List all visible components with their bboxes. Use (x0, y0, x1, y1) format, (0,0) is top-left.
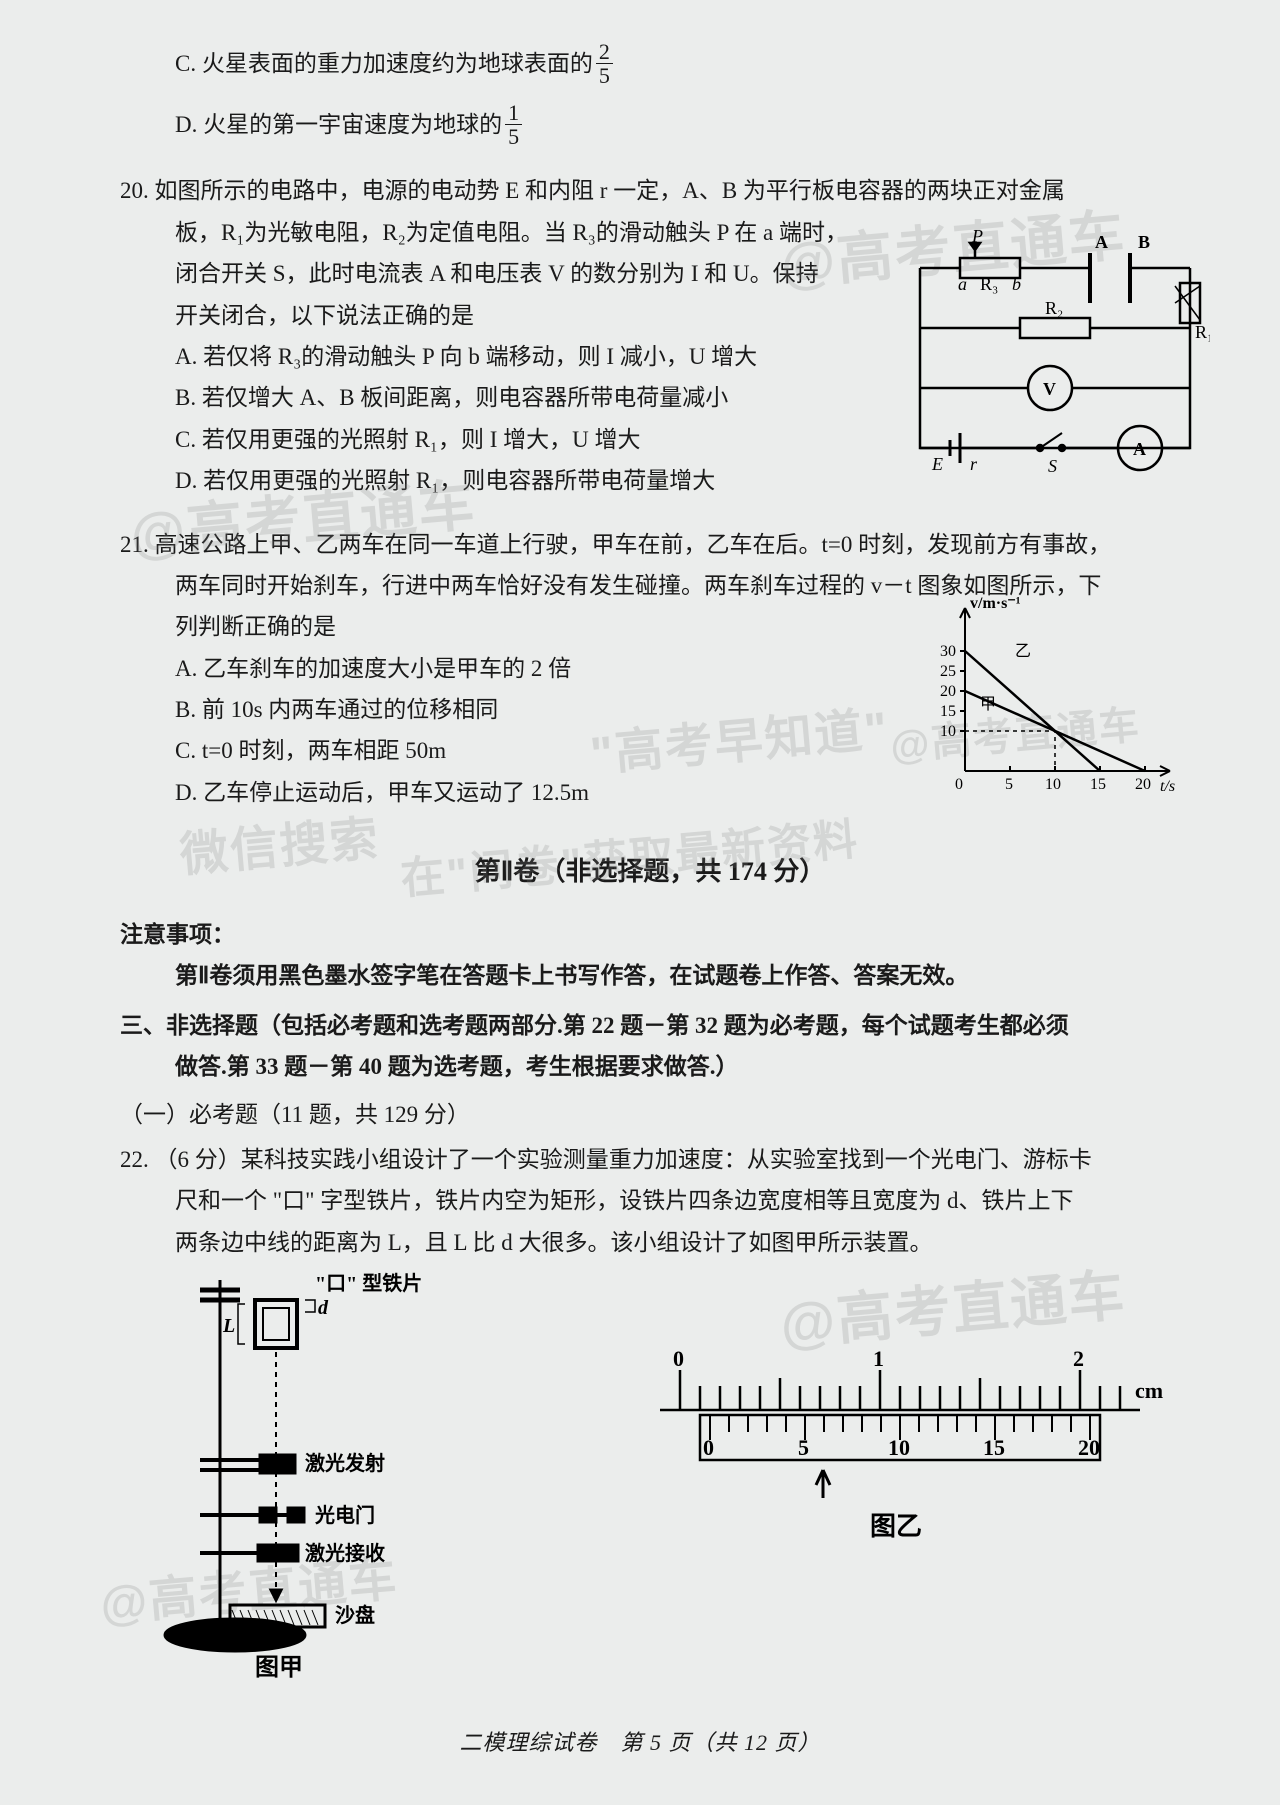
svg-text:沙盘: 沙盘 (335, 1603, 375, 1627)
q19-option-c: C. 火星表面的重力加速度约为地球表面的 2 5 (175, 40, 1180, 87)
svg-text:15: 15 (1090, 776, 1106, 793)
svg-text:S: S (1048, 456, 1057, 476)
svg-text:0: 0 (673, 1346, 684, 1371)
section-three-cont: 做答.第 33 题－第 40 题为选考题，考生根据要求做答.） (175, 1046, 1180, 1087)
svg-text:E: E (931, 454, 943, 474)
svg-text:R₁: R₁ (1195, 322, 1210, 342)
svg-text:10: 10 (888, 1435, 910, 1460)
q20-number: 20. (120, 170, 149, 211)
svg-text:5: 5 (1005, 776, 1013, 793)
svg-text:B: B (1138, 232, 1150, 252)
notice-block: 注意事项： 第Ⅱ卷须用黑色墨水签字笔在答题卡上书写作答，在试题卷上作答、答案无效… (120, 914, 1180, 997)
svg-text:10: 10 (1045, 776, 1061, 793)
svg-text:甲: 甲 (980, 696, 996, 713)
svg-text:15: 15 (983, 1435, 1005, 1460)
svg-text:乙: 乙 (1015, 643, 1031, 660)
svg-text:V: V (1043, 379, 1056, 399)
q19-optc-text: C. 火星表面的重力加速度约为地球表面的 (175, 43, 593, 84)
fraction: 2 5 (596, 40, 613, 87)
svg-text:0: 0 (955, 776, 963, 793)
svg-text:1: 1 (873, 1346, 884, 1371)
q19-optd-text: D. 火星的第一宇宙速度为地球的 (175, 104, 502, 145)
svg-text:A: A (1095, 232, 1108, 252)
vernier-figure: 0 1 2 cm 0 5 10 15 20 图乙 (640, 1340, 1170, 1560)
vt-graph: v/m·s⁻¹ t/s 10 15 20 25 30 5 10 15 20 0 … (920, 596, 1180, 796)
svg-text:L: L (222, 1315, 235, 1337)
svg-text:t/s: t/s (1160, 778, 1175, 795)
svg-text:v/m·s⁻¹: v/m·s⁻¹ (970, 596, 1021, 612)
svg-text:0: 0 (703, 1435, 714, 1460)
q22-stem-2: 尺和一个 "口" 字型铁片，铁片内空为矩形，设铁片四条边宽度相等且宽度为 d、铁… (175, 1180, 1180, 1221)
svg-text:A: A (1133, 439, 1146, 459)
svg-text:25: 25 (940, 663, 956, 680)
svg-text:2: 2 (1073, 1346, 1084, 1371)
section-three-header: 三、非选择题（包括必考题和选考题两部分.第 22 题－第 32 题为必考题，每个… (120, 1005, 1180, 1046)
svg-text:r: r (970, 454, 978, 474)
circuit-diagram: P a b R₃ A B R₂ R₁ V A E r S (900, 228, 1210, 478)
q22-number: 22. (120, 1139, 149, 1180)
q20-stem-3: 闭合开关 S，此时电流表 A 和电压表 V 的数分别为 I 和 U。保持 (175, 253, 845, 294)
svg-text:R₃: R₃ (980, 274, 998, 294)
svg-text:光电门: 光电门 (314, 1503, 375, 1527)
svg-text:"口" 型铁片: "口" 型铁片 (315, 1271, 422, 1295)
svg-text:20: 20 (1135, 776, 1151, 793)
svg-text:d: d (318, 1297, 329, 1319)
page-footer: 二模理综试卷 第 5 页（共 12 页） (0, 1723, 1280, 1763)
svg-text:图乙: 图乙 (870, 1512, 922, 1541)
notice-label: 注意事项： (120, 914, 1180, 955)
svg-text:20: 20 (1078, 1435, 1100, 1460)
fraction: 1 5 (505, 101, 522, 148)
svg-text:激光发射: 激光发射 (305, 1451, 385, 1475)
q21-stem-1: 高速公路上甲、乙两车在同一车道上行驶，甲车在前，乙车在后。t=0 时刻，发现前方… (155, 532, 1112, 557)
notice-text: 第Ⅱ卷须用黑色墨水签字笔在答题卡上书写作答，在试题卷上作答、答案无效。 (175, 955, 1180, 996)
svg-text:15: 15 (940, 703, 956, 720)
section-2-title: 第Ⅱ卷（非选择题，共 174 分） (120, 849, 1180, 896)
subsection-1: （一）必考题（11 题，共 129 分） (120, 1094, 1180, 1135)
svg-text:激光接收: 激光接收 (305, 1541, 385, 1565)
svg-text:30: 30 (940, 643, 956, 660)
apparatus-figure: "口" 型铁片 d L 激光发射 光电门 激光接收 沙盘 图甲 (160, 1260, 460, 1690)
svg-text:cm: cm (1135, 1378, 1163, 1403)
svg-text:10: 10 (940, 723, 956, 740)
q20-stem-1: 如图所示的电路中，电源的电动势 E 和内阻 r 一定，A、B 为平行板电容器的两… (155, 178, 1065, 203)
question-22: 22. （6 分）某科技实践小组设计了一个实验测量重力加速度：从实验室找到一个光… (120, 1139, 1180, 1263)
q22-stem-3: 两条边中线的距离为 L，且 L 比 d 大很多。该小组设计了如图甲所示装置。 (175, 1222, 1180, 1263)
q21-number: 21. (120, 524, 149, 565)
svg-text:b: b (1012, 274, 1021, 294)
svg-text:R₂: R₂ (1045, 298, 1063, 318)
q19-option-d: D. 火星的第一宇宙速度为地球的 1 5 (175, 101, 1180, 148)
q22-stem-1: （6 分）某科技实践小组设计了一个实验测量重力加速度：从实验室找到一个光电门、游… (155, 1147, 1092, 1172)
svg-text:P: P (971, 228, 983, 246)
svg-text:20: 20 (940, 683, 956, 700)
svg-text:图甲: 图甲 (255, 1654, 303, 1681)
svg-text:a: a (958, 274, 967, 294)
svg-text:5: 5 (798, 1435, 809, 1460)
